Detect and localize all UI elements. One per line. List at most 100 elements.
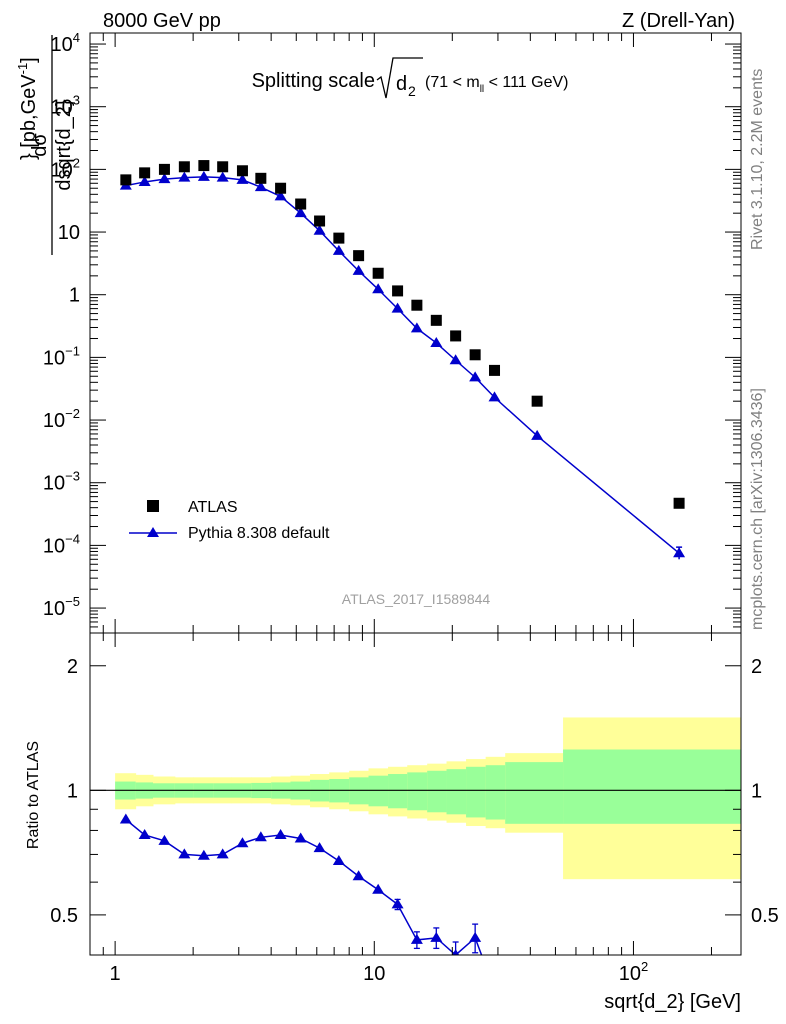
- atlas-point: [295, 198, 307, 210]
- ratio-y-tick-label-right: 0.5: [751, 905, 779, 927]
- plot-title: Splitting scale d 2 (71 < mll < 111 GeV): [252, 57, 568, 99]
- ratio-point: [274, 828, 287, 839]
- ratio-y-tick-label: 1: [67, 780, 78, 802]
- sqrt-sign: [376, 57, 423, 99]
- atlas-point: [489, 364, 501, 376]
- atlas-point: [333, 232, 345, 244]
- band-inner: [407, 772, 428, 811]
- pythia-point: [197, 170, 210, 181]
- header-right: Z (Drell-Yan): [622, 10, 735, 32]
- atlas-point: [450, 330, 462, 342]
- ratio-point: [294, 832, 307, 843]
- ratio-point: [372, 883, 385, 894]
- pythia-point: [410, 322, 423, 333]
- band-inner: [466, 766, 487, 818]
- pythia-line: [125, 176, 680, 554]
- pythia-point: [294, 207, 307, 218]
- y-tick-label: 10−4: [43, 531, 80, 557]
- atlas-point: [353, 250, 365, 262]
- atlas-point: [411, 299, 423, 311]
- ratio-point: [254, 831, 267, 842]
- ratio-point: [352, 870, 365, 881]
- title-sub-start: (71 < m: [425, 74, 480, 91]
- pythia-point: [274, 190, 287, 201]
- ratio-y-tick-label: 0.5: [50, 905, 78, 927]
- y-tick-label: 1: [69, 285, 80, 307]
- title-sub: (71 < mll < 111 GeV): [425, 74, 568, 95]
- header-left: 8000 GeV pp: [103, 10, 221, 32]
- pythia-point: [372, 283, 385, 294]
- legend-marker-pythia: [147, 527, 159, 537]
- atlas-point: [198, 160, 210, 172]
- ratio-y-label: Ratio to ATLAS: [25, 741, 42, 849]
- band-inner: [446, 769, 467, 815]
- ratio-point: [332, 854, 345, 865]
- ratio-point: [158, 834, 171, 845]
- pythia-point: [673, 547, 686, 558]
- ratio-frame: [89, 632, 742, 956]
- x-axis-label: sqrt{d_2} [GeV]: [604, 991, 741, 1013]
- ratio-point: [178, 848, 191, 859]
- pythia-point: [236, 173, 249, 184]
- atlas-point: [430, 314, 442, 326]
- band-inner: [563, 749, 741, 824]
- main-frame: [89, 32, 742, 634]
- ratio-point: [410, 933, 423, 944]
- ratio-point: [236, 837, 249, 848]
- band-inner: [368, 775, 389, 807]
- ratio-point: [138, 828, 151, 839]
- ylabel-numerator: dσ: [29, 133, 51, 157]
- pythia-point: [216, 171, 229, 182]
- pythia-point: [531, 429, 544, 440]
- atlas-point: [178, 161, 190, 173]
- band-inner: [485, 765, 506, 820]
- main-x-axis: [89, 33, 712, 633]
- x-tick-label: 10: [363, 963, 385, 985]
- ratio-point: [197, 849, 210, 860]
- title-symbol: d: [396, 73, 407, 95]
- title-sub-tail: < 111 GeV): [484, 74, 568, 91]
- ylabel-unit-text: } [pb,GeV-1]: [15, 57, 40, 160]
- atlas-point: [469, 349, 481, 361]
- pythia-point: [138, 175, 151, 186]
- legend-label-atlas: ATLAS: [188, 499, 238, 516]
- band-inner: [388, 774, 408, 809]
- ratio-y-tick-label: 2: [67, 656, 78, 678]
- atlas-point: [217, 161, 229, 173]
- y-tick-label: 10−3: [43, 469, 80, 495]
- title-sub-index: ll: [480, 84, 484, 95]
- ratio-point: [452, 949, 460, 955]
- pythia-point: [430, 336, 443, 347]
- pythia-point: [352, 264, 365, 275]
- watermark: ATLAS_2017_I1589844: [342, 591, 491, 607]
- ratio-point: [430, 931, 443, 942]
- y-tick-label: 10−2: [43, 406, 80, 432]
- title-main: Splitting scale: [252, 70, 375, 92]
- ratio-point: [489, 984, 501, 994]
- pythia-point: [449, 354, 462, 365]
- ratio-point: [469, 931, 482, 942]
- ratio-plot-area: [119, 813, 501, 994]
- legend: ATLAS Pythia 8.308 default: [129, 499, 330, 542]
- band-inner: [427, 770, 448, 813]
- ratio-y-tick-label-right: 2: [751, 656, 762, 678]
- pythia-point: [178, 171, 191, 182]
- pythia-point: [158, 173, 171, 184]
- ratio-point: [216, 848, 229, 859]
- main-plot-area: [119, 160, 686, 560]
- ratio-point: [119, 813, 132, 824]
- ratio-panel: 0.5 0.5 1 1 2 2 1 10 102 Ratio to ATLAS sqrt{d_…: [25, 632, 779, 1013]
- y-tick-label: 10−1: [43, 343, 80, 369]
- y-tick-label: 10−5: [43, 594, 80, 620]
- legend-label-pythia: Pythia 8.308 default: [188, 525, 330, 542]
- atlas-point: [255, 172, 267, 184]
- title-symbol-index: 2: [408, 83, 416, 99]
- pythia-point: [313, 224, 326, 235]
- x-tick-label: 102: [619, 959, 648, 985]
- rivet-label: Rivet 3.1.10, 2.2M events: [749, 69, 766, 250]
- ratio-line: [125, 818, 483, 955]
- pythia-point: [488, 391, 501, 402]
